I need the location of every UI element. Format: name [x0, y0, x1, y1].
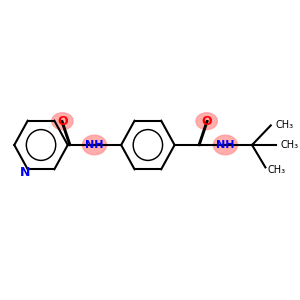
Text: CH₃: CH₃: [267, 165, 285, 176]
Text: NH: NH: [85, 140, 104, 150]
Text: CH₃: CH₃: [281, 140, 299, 150]
Ellipse shape: [196, 113, 217, 130]
Ellipse shape: [82, 135, 106, 155]
Text: O: O: [201, 115, 212, 128]
Ellipse shape: [213, 135, 237, 155]
Text: NH: NH: [216, 140, 235, 150]
Text: CH₃: CH₃: [275, 120, 294, 130]
Ellipse shape: [52, 113, 73, 130]
Text: O: O: [57, 115, 68, 128]
Text: N: N: [20, 166, 30, 179]
